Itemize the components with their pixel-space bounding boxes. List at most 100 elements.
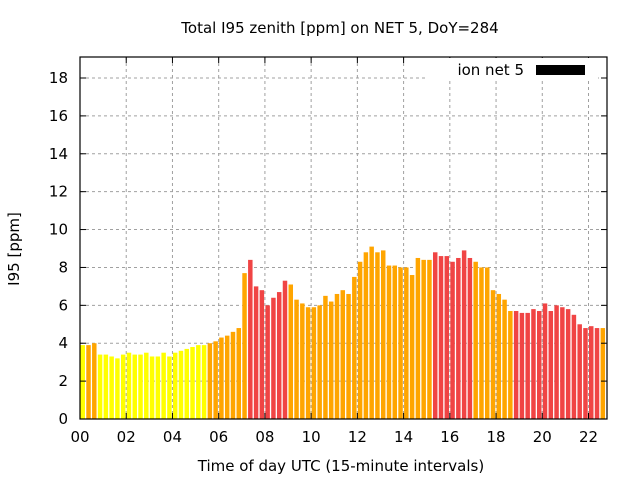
bar [444, 256, 450, 419]
bar [473, 261, 478, 419]
bar [167, 356, 172, 419]
y-tick-label: 16 [49, 107, 68, 125]
bar [126, 352, 132, 419]
plot-frame [79, 56, 608, 420]
bar [155, 356, 161, 419]
bar [230, 331, 236, 419]
x-tick-label: 02 [117, 428, 136, 446]
legend-label: ion net 5 [457, 61, 524, 79]
bar [589, 326, 594, 419]
bar [328, 301, 334, 419]
bar [600, 328, 606, 419]
y-tick-label: 14 [49, 145, 68, 163]
x-tick-label: 16 [440, 428, 459, 446]
bar [109, 356, 114, 419]
bar [542, 303, 548, 419]
bar [213, 341, 218, 419]
x-tick-label: 22 [579, 428, 598, 446]
bar [363, 252, 369, 419]
x-tick-label: 04 [163, 428, 182, 446]
chart-title: Total I95 zenith [ppm] on NET 5, DoY=284 [180, 19, 498, 37]
bar [409, 275, 415, 419]
bar [560, 307, 565, 419]
y-tick-label: 12 [49, 183, 68, 201]
y-axis-label: I95 [ppm] [5, 212, 23, 286]
bar [392, 265, 398, 419]
bar [236, 328, 241, 419]
x-tick-label: 08 [255, 428, 274, 446]
bar [224, 335, 230, 419]
y-tick-label: 10 [49, 221, 68, 239]
bar [317, 305, 322, 419]
bar [369, 246, 374, 419]
bar [97, 354, 103, 419]
bar [508, 311, 513, 419]
bar [259, 290, 265, 419]
bar [311, 307, 317, 419]
x-tick-label: 10 [302, 428, 321, 446]
bar [253, 286, 259, 419]
bar [334, 293, 340, 419]
bar [577, 324, 582, 419]
bar [565, 309, 571, 419]
bar [340, 290, 346, 419]
bar [305, 307, 311, 419]
bar [479, 267, 484, 419]
bar [161, 352, 166, 419]
bar [242, 273, 247, 419]
bar [432, 252, 438, 419]
bar [196, 345, 201, 419]
bar [519, 312, 525, 419]
bar [461, 250, 467, 419]
bar [438, 256, 444, 419]
y-tick-label: 18 [49, 69, 68, 87]
bar [594, 328, 600, 419]
bar [288, 284, 294, 419]
y-tick-label: 4 [58, 334, 68, 352]
bar [346, 293, 351, 419]
bar [92, 343, 97, 419]
bar [531, 309, 536, 419]
bar [357, 261, 363, 419]
y-tick-label: 8 [58, 258, 68, 276]
bar [184, 348, 189, 419]
bar [415, 257, 421, 419]
bar [178, 350, 184, 419]
y-tick-label: 0 [58, 410, 68, 428]
bar [300, 303, 305, 419]
bar [398, 267, 403, 419]
bar [583, 328, 588, 419]
bar [386, 265, 392, 419]
bar [467, 257, 473, 419]
x-tick-label: 20 [533, 428, 552, 446]
bar [456, 257, 461, 419]
x-tick-label: 00 [70, 428, 89, 446]
bar [265, 305, 270, 419]
bar [525, 312, 530, 419]
y-tick-label: 6 [58, 296, 68, 314]
bar [86, 345, 91, 419]
bar [352, 276, 357, 419]
bar [421, 259, 426, 419]
bar [120, 354, 126, 419]
bar [115, 358, 120, 419]
bar [513, 311, 519, 419]
x-tick-label: 14 [394, 428, 413, 446]
bar [149, 356, 155, 419]
bar [502, 299, 507, 419]
bar [380, 250, 386, 419]
bar [571, 314, 577, 419]
bar [496, 293, 502, 419]
bar [248, 259, 253, 419]
x-tick-label: 12 [348, 428, 367, 446]
bar [427, 259, 432, 419]
bar [144, 352, 149, 419]
legend: ion net 5 [428, 58, 598, 80]
bar [172, 352, 178, 419]
y-tick-label: 2 [58, 372, 68, 390]
bar [103, 354, 109, 419]
legend-swatch [536, 65, 585, 75]
